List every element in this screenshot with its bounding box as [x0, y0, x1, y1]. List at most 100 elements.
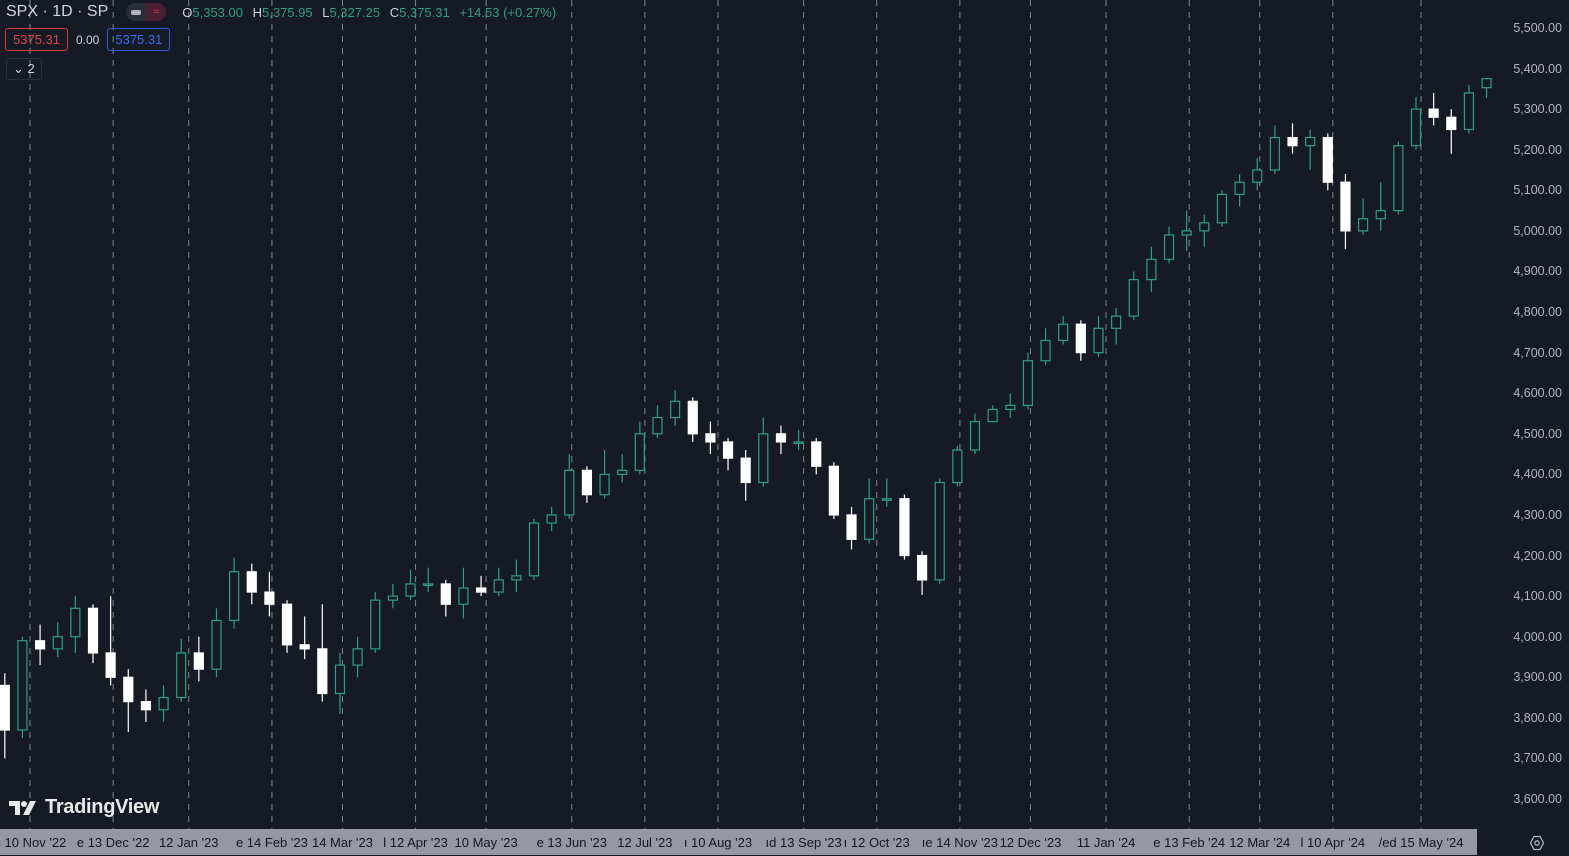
- candle-up: [1393, 141, 1404, 215]
- candle-body: [740, 457, 751, 484]
- price-tick-label: 3,600.00: [1513, 792, 1562, 807]
- open-value: 5,353.00: [192, 4, 243, 20]
- candle-down: [440, 579, 451, 617]
- candle-body: [881, 498, 892, 501]
- candle-up: [1357, 198, 1369, 235]
- candle-up: [652, 405, 663, 438]
- high-label: H: [252, 4, 262, 20]
- time-tick-label: e 13 Jun '23: [536, 835, 608, 850]
- candle-body: [52, 636, 63, 650]
- candle-up: [952, 445, 963, 487]
- candle-up: [334, 652, 346, 714]
- settings-icon[interactable]: [1529, 835, 1545, 851]
- price-tick-label: 5,500.00: [1513, 21, 1562, 35]
- candle-body: [246, 571, 257, 593]
- time-tick-label: ıd 13 Sep '23: [765, 835, 842, 850]
- candle-body: [1199, 222, 1210, 232]
- market-status-pill[interactable]: ≈: [126, 3, 167, 21]
- candle-body: [758, 433, 769, 484]
- candle-up: [599, 450, 610, 499]
- candle-down: [475, 575, 487, 597]
- candle-body: [70, 607, 81, 638]
- candle-up: [1199, 214, 1210, 248]
- candle-body: [528, 522, 540, 577]
- candle-up: [1481, 77, 1492, 99]
- time-tick-label: /ed 15 May '24: [1378, 835, 1464, 850]
- candle-up: [1234, 174, 1245, 207]
- candle-up: [1093, 316, 1104, 357]
- brand-name: TradingView: [45, 796, 160, 818]
- candle-up: [370, 592, 381, 653]
- candle-up: [493, 567, 504, 597]
- candle-down: [722, 437, 734, 471]
- candle-body: [1410, 108, 1422, 147]
- candle-body: [370, 599, 381, 650]
- candle-body: [34, 640, 46, 650]
- candle-body: [1463, 92, 1475, 131]
- candle-body: [1022, 360, 1034, 406]
- candle-down: [246, 563, 257, 605]
- candle-down: [687, 397, 698, 442]
- close-label: C: [389, 4, 400, 20]
- candle-body: [140, 701, 152, 711]
- approx-icon: ≈: [146, 3, 167, 21]
- high-value: 5,375.95: [262, 4, 313, 20]
- time-tick-label: ı 10 Aug '23: [683, 835, 753, 850]
- symbol-title[interactable]: SPX · 1D · SP: [6, 3, 109, 20]
- candle-body: [775, 433, 787, 443]
- candle-down: [581, 466, 593, 503]
- candle-body: [1075, 323, 1086, 354]
- candle-body: [352, 648, 363, 666]
- sell-button[interactable]: 5375.31: [5, 28, 68, 51]
- candle-body: [617, 469, 628, 475]
- candle-body: [652, 416, 663, 435]
- close-value: 5,375.31: [399, 4, 450, 20]
- tradingview-logo[interactable]: TradingView: [9, 796, 159, 819]
- candle-body: [405, 583, 416, 597]
- candle-down: [705, 421, 716, 455]
- candle-down: [775, 425, 787, 455]
- time-tick-label: 12 Dec '23: [999, 835, 1062, 850]
- candle-up: [17, 636, 28, 739]
- change-value: +14.53 (+0.27%): [459, 4, 557, 20]
- candle-body: [564, 469, 575, 516]
- price-tick-label: 4,800.00: [1513, 305, 1562, 320]
- candle-body: [458, 587, 469, 605]
- candle-body: [1005, 404, 1016, 411]
- candle-up: [1181, 210, 1192, 252]
- candle-body: [475, 587, 487, 593]
- candle-up: [1058, 316, 1069, 345]
- candle-body: [1216, 193, 1228, 224]
- time-tick-label: ıe 14 Nov '23: [921, 835, 998, 850]
- time-tick-label: l 12 Apr '23: [383, 835, 448, 850]
- time-tick-label: ı 12 Oct '23: [843, 835, 910, 850]
- candle-body: [987, 408, 998, 423]
- spread-value: 0.00: [76, 32, 100, 47]
- price-tick-label: 5,000.00: [1513, 223, 1562, 238]
- price-tick-label: 4,500.00: [1513, 426, 1562, 441]
- candle-up: [52, 622, 63, 657]
- candle-body: [1234, 181, 1245, 195]
- candle-up: [758, 417, 769, 487]
- price-tick-label: 5,400.00: [1513, 61, 1562, 76]
- price-tick-label: 4,700.00: [1513, 345, 1562, 360]
- candle-body: [158, 696, 169, 711]
- candle-body: [1269, 136, 1280, 171]
- trade-panel: 5375.31 0.00 5375.31: [5, 28, 171, 51]
- price-tick-label: 3,700.00: [1513, 751, 1562, 766]
- indicator-count: 2: [27, 61, 35, 76]
- buy-button[interactable]: 5375.31: [107, 28, 171, 51]
- candle-body: [1305, 136, 1316, 147]
- collapse-indicators-button[interactable]: ⌄ 2: [6, 58, 42, 80]
- candle-down: [317, 604, 328, 702]
- time-axis[interactable]: u 10 Nov '22 e 13 Dec '22 12 Jan '23 e 14 F…: [0, 829, 1477, 855]
- time-tick-label: e 14 Feb '23: [235, 835, 308, 850]
- candle-body: [440, 583, 451, 605]
- ohlc-values: O5,353.00 H5,375.95 L5,327.25 C5,375.31 …: [182, 5, 562, 20]
- candle-body: [793, 441, 804, 445]
- candle-down: [1428, 92, 1439, 126]
- candle-body: [687, 400, 698, 435]
- time-tick-label: 12 Jul '23: [617, 835, 673, 850]
- candle-up: [1252, 157, 1263, 191]
